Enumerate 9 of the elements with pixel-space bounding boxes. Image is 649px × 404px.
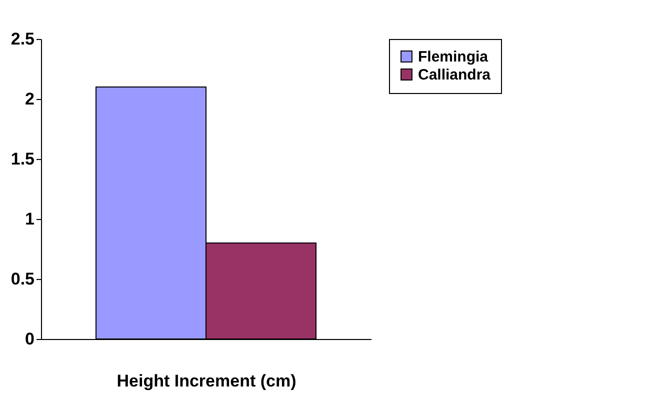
legend-label: Flemingia bbox=[418, 48, 489, 66]
y-tick-label: 1 bbox=[25, 210, 34, 228]
y-tick-label: 2.5 bbox=[10, 30, 34, 48]
y-tick-label: 0 bbox=[25, 330, 34, 348]
legend-label: Calliandra bbox=[418, 66, 492, 84]
y-tick-label: 0.5 bbox=[10, 270, 34, 288]
y-tick-label: 1.5 bbox=[10, 150, 34, 168]
y-tick-label: 2 bbox=[25, 90, 34, 108]
x-axis-title: Height Increment (cm) bbox=[116, 372, 296, 390]
